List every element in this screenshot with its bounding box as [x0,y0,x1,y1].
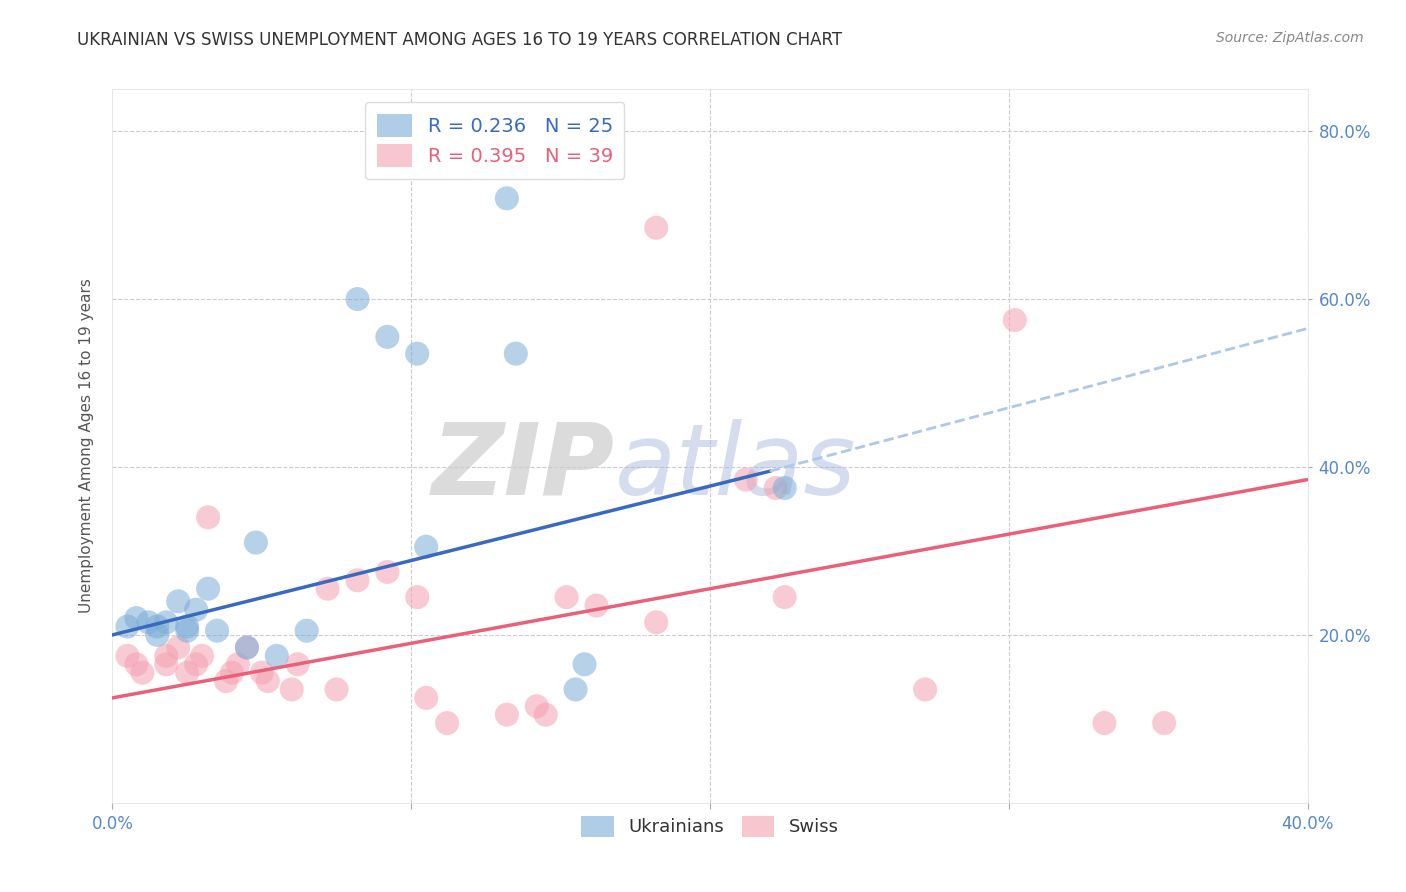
Swiss [167,640,190,655]
Swiss [1153,716,1175,731]
Ukrainians [564,682,586,697]
Swiss [197,510,219,524]
Text: ZIP: ZIP [432,419,614,516]
Swiss [176,665,198,680]
Swiss [257,674,280,689]
Swiss [191,648,214,663]
Swiss [496,707,519,722]
Ukrainians [773,481,796,495]
Legend: Ukrainians, Swiss: Ukrainians, Swiss [574,808,846,844]
Swiss [155,657,177,672]
Swiss [221,665,243,680]
Swiss [534,707,557,722]
Swiss [325,682,347,697]
Swiss [131,665,153,680]
Swiss [250,665,273,680]
Swiss [436,716,458,731]
Swiss [773,590,796,604]
Ukrainians [236,640,259,655]
Ukrainians [176,624,198,638]
Ukrainians [377,330,399,344]
Swiss [215,674,238,689]
Swiss [1094,716,1116,731]
Swiss [186,657,208,672]
Swiss [415,690,437,705]
Swiss [155,648,177,663]
Ukrainians [146,619,169,633]
Swiss [377,565,399,579]
Ukrainians [295,624,318,638]
Ukrainians [205,624,228,638]
Ukrainians [505,346,527,360]
Ukrainians [245,535,267,549]
Swiss [585,599,607,613]
Text: Source: ZipAtlas.com: Source: ZipAtlas.com [1216,31,1364,45]
Swiss [117,648,139,663]
Y-axis label: Unemployment Among Ages 16 to 19 years: Unemployment Among Ages 16 to 19 years [79,278,94,614]
Ukrainians [146,628,169,642]
Swiss [406,590,429,604]
Swiss [526,699,548,714]
Swiss [765,481,787,495]
Swiss [287,657,309,672]
Ukrainians [155,615,177,630]
Text: UKRAINIAN VS SWISS UNEMPLOYMENT AMONG AGES 16 TO 19 YEARS CORRELATION CHART: UKRAINIAN VS SWISS UNEMPLOYMENT AMONG AG… [77,31,842,49]
Ukrainians [574,657,596,672]
Ukrainians [186,603,208,617]
Ukrainians [346,292,368,306]
Swiss [346,574,368,588]
Swiss [316,582,339,596]
Ukrainians [266,648,288,663]
Swiss [236,640,259,655]
Text: atlas: atlas [614,419,856,516]
Swiss [226,657,249,672]
Ukrainians [138,615,160,630]
Swiss [125,657,148,672]
Ukrainians [167,594,190,608]
Ukrainians [117,619,139,633]
Ukrainians [415,540,437,554]
Ukrainians [176,619,198,633]
Swiss [914,682,936,697]
Swiss [645,615,668,630]
Swiss [1004,313,1026,327]
Swiss [645,220,668,235]
Swiss [281,682,304,697]
Ukrainians [125,611,148,625]
Ukrainians [197,582,219,596]
Ukrainians [496,191,519,205]
Swiss [735,473,758,487]
Ukrainians [406,346,429,360]
Swiss [555,590,578,604]
